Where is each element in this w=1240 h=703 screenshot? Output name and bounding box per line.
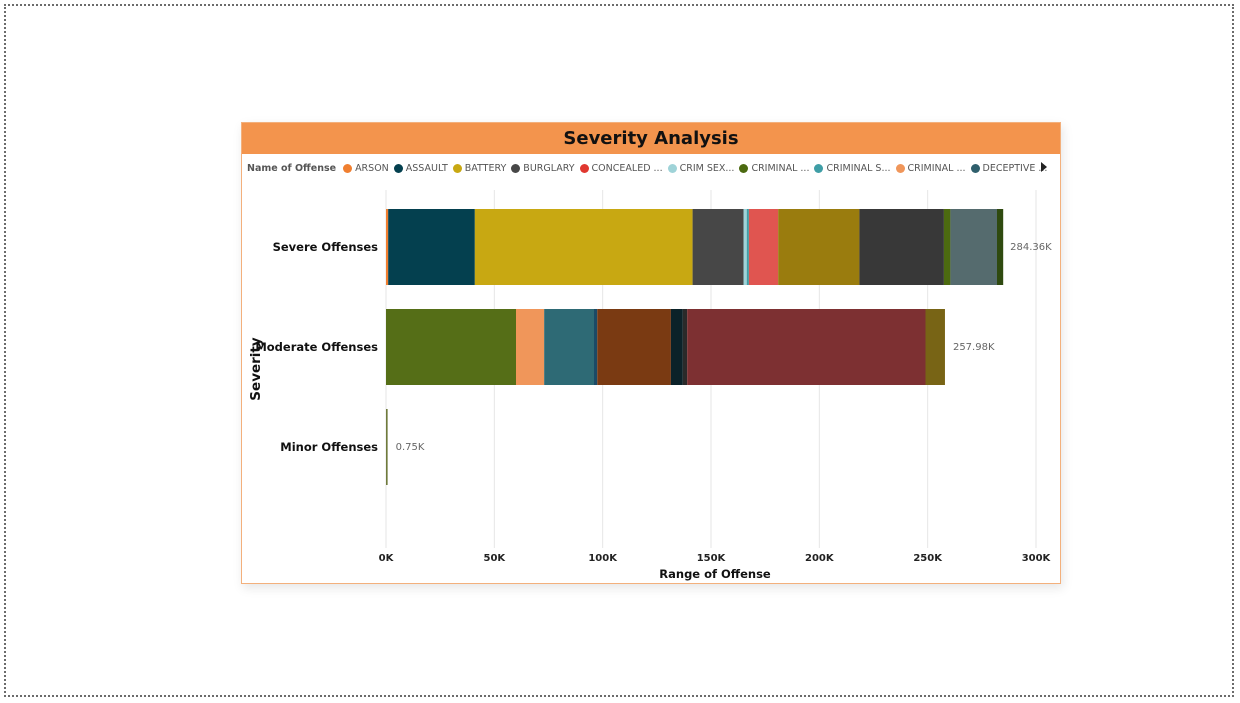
total-data-label: 257.98K [953,342,995,353]
bar-segment [544,309,594,385]
legend-item[interactable]: ASSAULT [393,162,448,174]
bar-segment [746,209,749,285]
legend-label: ASSAULT [405,162,448,174]
bar-segment [597,309,671,385]
legend-marker-icon [895,163,905,173]
bar-segment [388,209,475,285]
chart-plot-area: 0K 50K 100K 150K 200K 250K 300K Range of Offens… [248,190,1052,581]
x-tick-label: 50K [483,553,506,564]
x-tick-label: 100K [588,553,618,564]
x-axis-title: Range of Offense [659,567,771,581]
x-tick-label: 250K [913,553,943,564]
legend-items: ARSON ASSAULT BATTERY BURGLARY CONCEALED ...… [343,163,1047,174]
legend: Name of Offense ARSON ASSAULT BATTERY BURGL… [247,161,1047,175]
category-label: Moderate Offenses [255,340,378,354]
bar-segment [474,209,693,285]
bar-segment [594,309,598,385]
legend-item[interactable]: ARSON [343,163,389,174]
legend-marker-icon [343,163,353,173]
category-label: Minor Offenses [280,440,378,454]
legend-item[interactable]: CRIM SEX... [667,162,735,174]
legend-label: CRIMINAL ... [907,162,966,174]
legend-next-arrow-icon[interactable] [1041,162,1047,172]
x-tick-label: 300K [1022,553,1052,564]
bar-segment [670,309,683,385]
legend-label: DECEPTIVE ... [982,162,1047,174]
bar-segment [748,209,779,285]
bar-segment [859,209,944,285]
legend-label: CRIMINAL S... [826,162,891,174]
legend-marker-icon [579,163,589,173]
legend-marker-icon [814,163,824,173]
legend-item[interactable]: CRIMINAL ... [895,162,966,174]
bar-segment [997,209,1004,285]
legend-label: BATTERY [464,162,507,174]
bar-segment [925,309,945,385]
legend-item[interactable]: BURGLARY [511,162,575,174]
legend-marker-icon [452,163,462,173]
legend-label: BURGLARY [523,162,575,174]
chart-title-bar: Severity Analysis [242,123,1060,154]
y-axis-title: Severity [248,337,264,401]
bar-segment [687,309,926,385]
legend-item[interactable]: CRIMINAL S... [814,162,891,174]
legend-marker-icon [667,163,677,173]
bar-segment [950,209,997,285]
legend-item[interactable]: BATTERY [452,162,507,174]
legend-label: CONCEALED ... [591,162,663,174]
legend-item[interactable]: DECEPTIVE ... [970,162,1047,174]
legend-label: CRIMINAL ... [751,162,810,174]
page-border [4,4,1234,697]
bar-segment [692,209,744,285]
legend-marker-icon [393,163,403,173]
x-tick-label: 150K [697,553,727,564]
legend-item[interactable]: CONCEALED ... [579,162,663,174]
legend-label: ARSON [355,162,389,174]
bar-segment [516,309,545,385]
bar-segment [386,409,388,485]
chart-title: Severity Analysis [563,128,739,149]
bar-segment [743,209,747,285]
legend-marker-icon [739,163,749,173]
bar-segment [682,309,688,385]
bar-segment [386,309,516,385]
bar-segment [386,209,389,285]
x-tick-label: 0K [379,553,395,564]
legend-label: CRIM SEX... [679,162,735,174]
category-label: Severe Offenses [273,240,379,254]
total-data-label: 284.36K [1010,242,1052,253]
legend-title: Name of Offense [247,162,337,174]
legend-marker-icon [970,163,980,173]
x-tick-label: 200K [805,553,835,564]
total-data-label: 0.75K [396,442,425,453]
chart-visual[interactable]: Severity Analysis Name of Offense ARSON A… [241,122,1061,584]
bar-segment [943,209,951,285]
bar-segment [778,209,860,285]
legend-marker-icon [511,163,521,173]
legend-item[interactable]: CRIMINAL ... [739,163,809,174]
